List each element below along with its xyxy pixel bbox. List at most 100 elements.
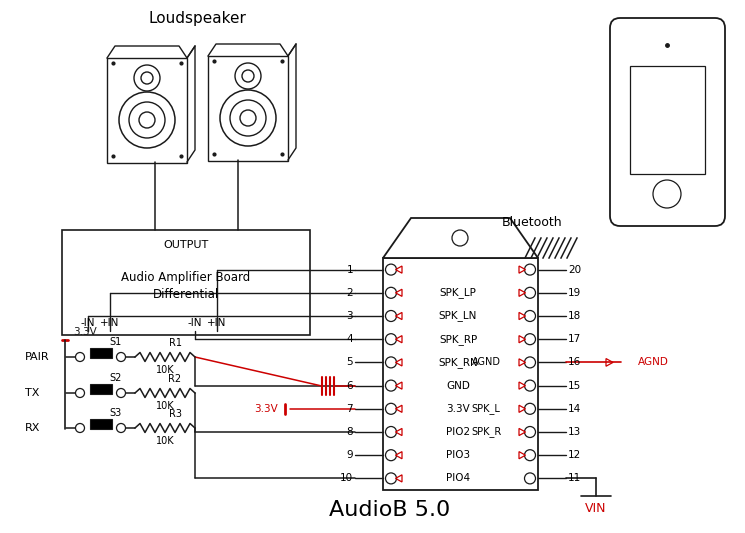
Text: 17: 17 — [568, 334, 581, 344]
Text: PIO4: PIO4 — [446, 473, 470, 483]
Text: -IN: -IN — [188, 318, 202, 328]
Text: 7: 7 — [346, 404, 353, 414]
Circle shape — [139, 112, 155, 128]
Circle shape — [524, 380, 536, 391]
Text: 3: 3 — [346, 311, 353, 321]
Circle shape — [116, 352, 125, 361]
Text: AudioB 5.0: AudioB 5.0 — [329, 500, 451, 520]
Text: AGND: AGND — [638, 358, 669, 367]
Circle shape — [242, 70, 254, 82]
Text: SPK_LN: SPK_LN — [439, 311, 478, 321]
Text: PIO3: PIO3 — [446, 450, 470, 460]
Text: 10K: 10K — [156, 401, 174, 411]
Circle shape — [220, 90, 276, 146]
Circle shape — [524, 450, 536, 461]
Text: SPK_LP: SPK_LP — [440, 287, 477, 298]
Text: PIO2: PIO2 — [446, 427, 470, 437]
Circle shape — [75, 424, 84, 432]
Text: 3.3V: 3.3V — [73, 327, 97, 337]
Text: 9: 9 — [346, 450, 353, 460]
Text: 10: 10 — [340, 473, 353, 483]
Bar — [630, 66, 705, 174]
Text: 14: 14 — [568, 404, 581, 414]
Circle shape — [524, 357, 536, 368]
Circle shape — [240, 110, 256, 126]
Circle shape — [235, 63, 261, 89]
Text: RX: RX — [25, 423, 40, 433]
Circle shape — [653, 180, 681, 208]
Circle shape — [75, 389, 84, 398]
Text: R3: R3 — [168, 409, 182, 419]
Circle shape — [524, 311, 536, 321]
Text: 16: 16 — [568, 358, 581, 367]
Text: S1: S1 — [110, 337, 122, 347]
Text: 11: 11 — [568, 473, 581, 483]
Text: VIN: VIN — [586, 502, 606, 515]
Text: 13: 13 — [568, 427, 581, 437]
Circle shape — [524, 264, 536, 275]
Circle shape — [452, 230, 468, 246]
Bar — [383, 258, 538, 490]
Text: 6: 6 — [346, 381, 353, 391]
Bar — [90, 384, 112, 394]
FancyBboxPatch shape — [610, 18, 725, 226]
Text: +IN: +IN — [101, 318, 120, 328]
Circle shape — [116, 424, 125, 432]
Bar — [208, 56, 288, 161]
Circle shape — [141, 72, 153, 84]
Circle shape — [524, 287, 536, 298]
Bar — [62, 230, 310, 335]
Circle shape — [385, 264, 396, 275]
Text: SPK_L: SPK_L — [472, 403, 501, 414]
Text: S2: S2 — [110, 373, 122, 383]
Circle shape — [385, 403, 396, 414]
Text: 15: 15 — [568, 381, 581, 391]
Text: SPK_R: SPK_R — [471, 426, 501, 438]
Circle shape — [385, 426, 396, 438]
Text: R2: R2 — [168, 374, 182, 384]
Circle shape — [524, 426, 536, 438]
Circle shape — [116, 389, 125, 398]
Text: Differential: Differential — [153, 288, 219, 302]
Circle shape — [524, 403, 536, 414]
Bar — [90, 419, 112, 429]
Text: AGND: AGND — [472, 358, 501, 367]
Text: GND: GND — [446, 381, 470, 391]
Text: 8: 8 — [346, 427, 353, 437]
Circle shape — [385, 287, 396, 298]
Text: 1: 1 — [346, 264, 353, 274]
Circle shape — [385, 450, 396, 461]
Circle shape — [524, 473, 536, 484]
Text: S3: S3 — [110, 408, 122, 418]
Text: R1: R1 — [168, 338, 182, 348]
Text: 19: 19 — [568, 288, 581, 298]
Text: TX: TX — [25, 388, 39, 398]
Polygon shape — [383, 218, 538, 258]
Text: 12: 12 — [568, 450, 581, 460]
Text: 4: 4 — [346, 334, 353, 344]
Text: SPK_RN: SPK_RN — [438, 357, 478, 368]
Text: +IN: +IN — [207, 318, 226, 328]
Text: Loudspeaker: Loudspeaker — [148, 11, 246, 26]
Circle shape — [75, 352, 84, 361]
Circle shape — [385, 473, 396, 484]
Text: 2: 2 — [346, 288, 353, 298]
Circle shape — [385, 311, 396, 321]
Text: 20: 20 — [568, 264, 581, 274]
Text: -IN: -IN — [80, 318, 95, 328]
Text: 3.3V: 3.3V — [446, 404, 470, 414]
Bar — [107, 58, 187, 163]
Text: 3.3V: 3.3V — [254, 404, 278, 414]
Circle shape — [385, 380, 396, 391]
Text: Bluetooth: Bluetooth — [501, 216, 562, 230]
Text: Audio Amplifier Board: Audio Amplifier Board — [121, 271, 250, 285]
Text: SPK_RP: SPK_RP — [439, 334, 477, 345]
Text: 18: 18 — [568, 311, 581, 321]
Circle shape — [129, 102, 165, 138]
Bar — [90, 348, 112, 358]
Text: 5: 5 — [346, 358, 353, 367]
Circle shape — [119, 92, 175, 148]
Circle shape — [134, 65, 160, 91]
Text: 10K: 10K — [156, 365, 174, 375]
Circle shape — [385, 334, 396, 345]
